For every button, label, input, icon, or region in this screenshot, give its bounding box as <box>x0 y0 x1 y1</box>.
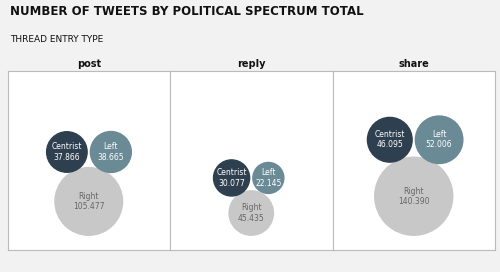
Text: Right
45.435: Right 45.435 <box>238 203 264 223</box>
Title: reply: reply <box>237 59 266 69</box>
Circle shape <box>416 116 463 163</box>
Circle shape <box>253 162 284 193</box>
Text: NUMBER OF TWEETS BY POLITICAL SPECTRUM TOTAL: NUMBER OF TWEETS BY POLITICAL SPECTRUM T… <box>10 5 364 18</box>
Circle shape <box>46 132 87 172</box>
Circle shape <box>375 157 453 235</box>
Text: Left
22.145: Left 22.145 <box>255 168 281 188</box>
Circle shape <box>368 118 412 162</box>
Circle shape <box>90 132 132 172</box>
Text: Centrist
30.077: Centrist 30.077 <box>216 168 247 188</box>
Circle shape <box>214 160 250 196</box>
Text: Left
52.006: Left 52.006 <box>426 130 452 149</box>
Title: share: share <box>398 59 429 69</box>
Text: THREAD ENTRY TYPE: THREAD ENTRY TYPE <box>10 35 104 44</box>
Text: Right
140.390: Right 140.390 <box>398 187 430 206</box>
Text: Centrist
37.866: Centrist 37.866 <box>52 142 82 162</box>
Text: Left
38.665: Left 38.665 <box>98 142 124 162</box>
Circle shape <box>229 191 274 235</box>
Title: post: post <box>76 59 101 69</box>
Text: Right
105.477: Right 105.477 <box>73 192 104 211</box>
Text: Centrist
46.095: Centrist 46.095 <box>374 130 405 149</box>
Circle shape <box>55 168 122 235</box>
